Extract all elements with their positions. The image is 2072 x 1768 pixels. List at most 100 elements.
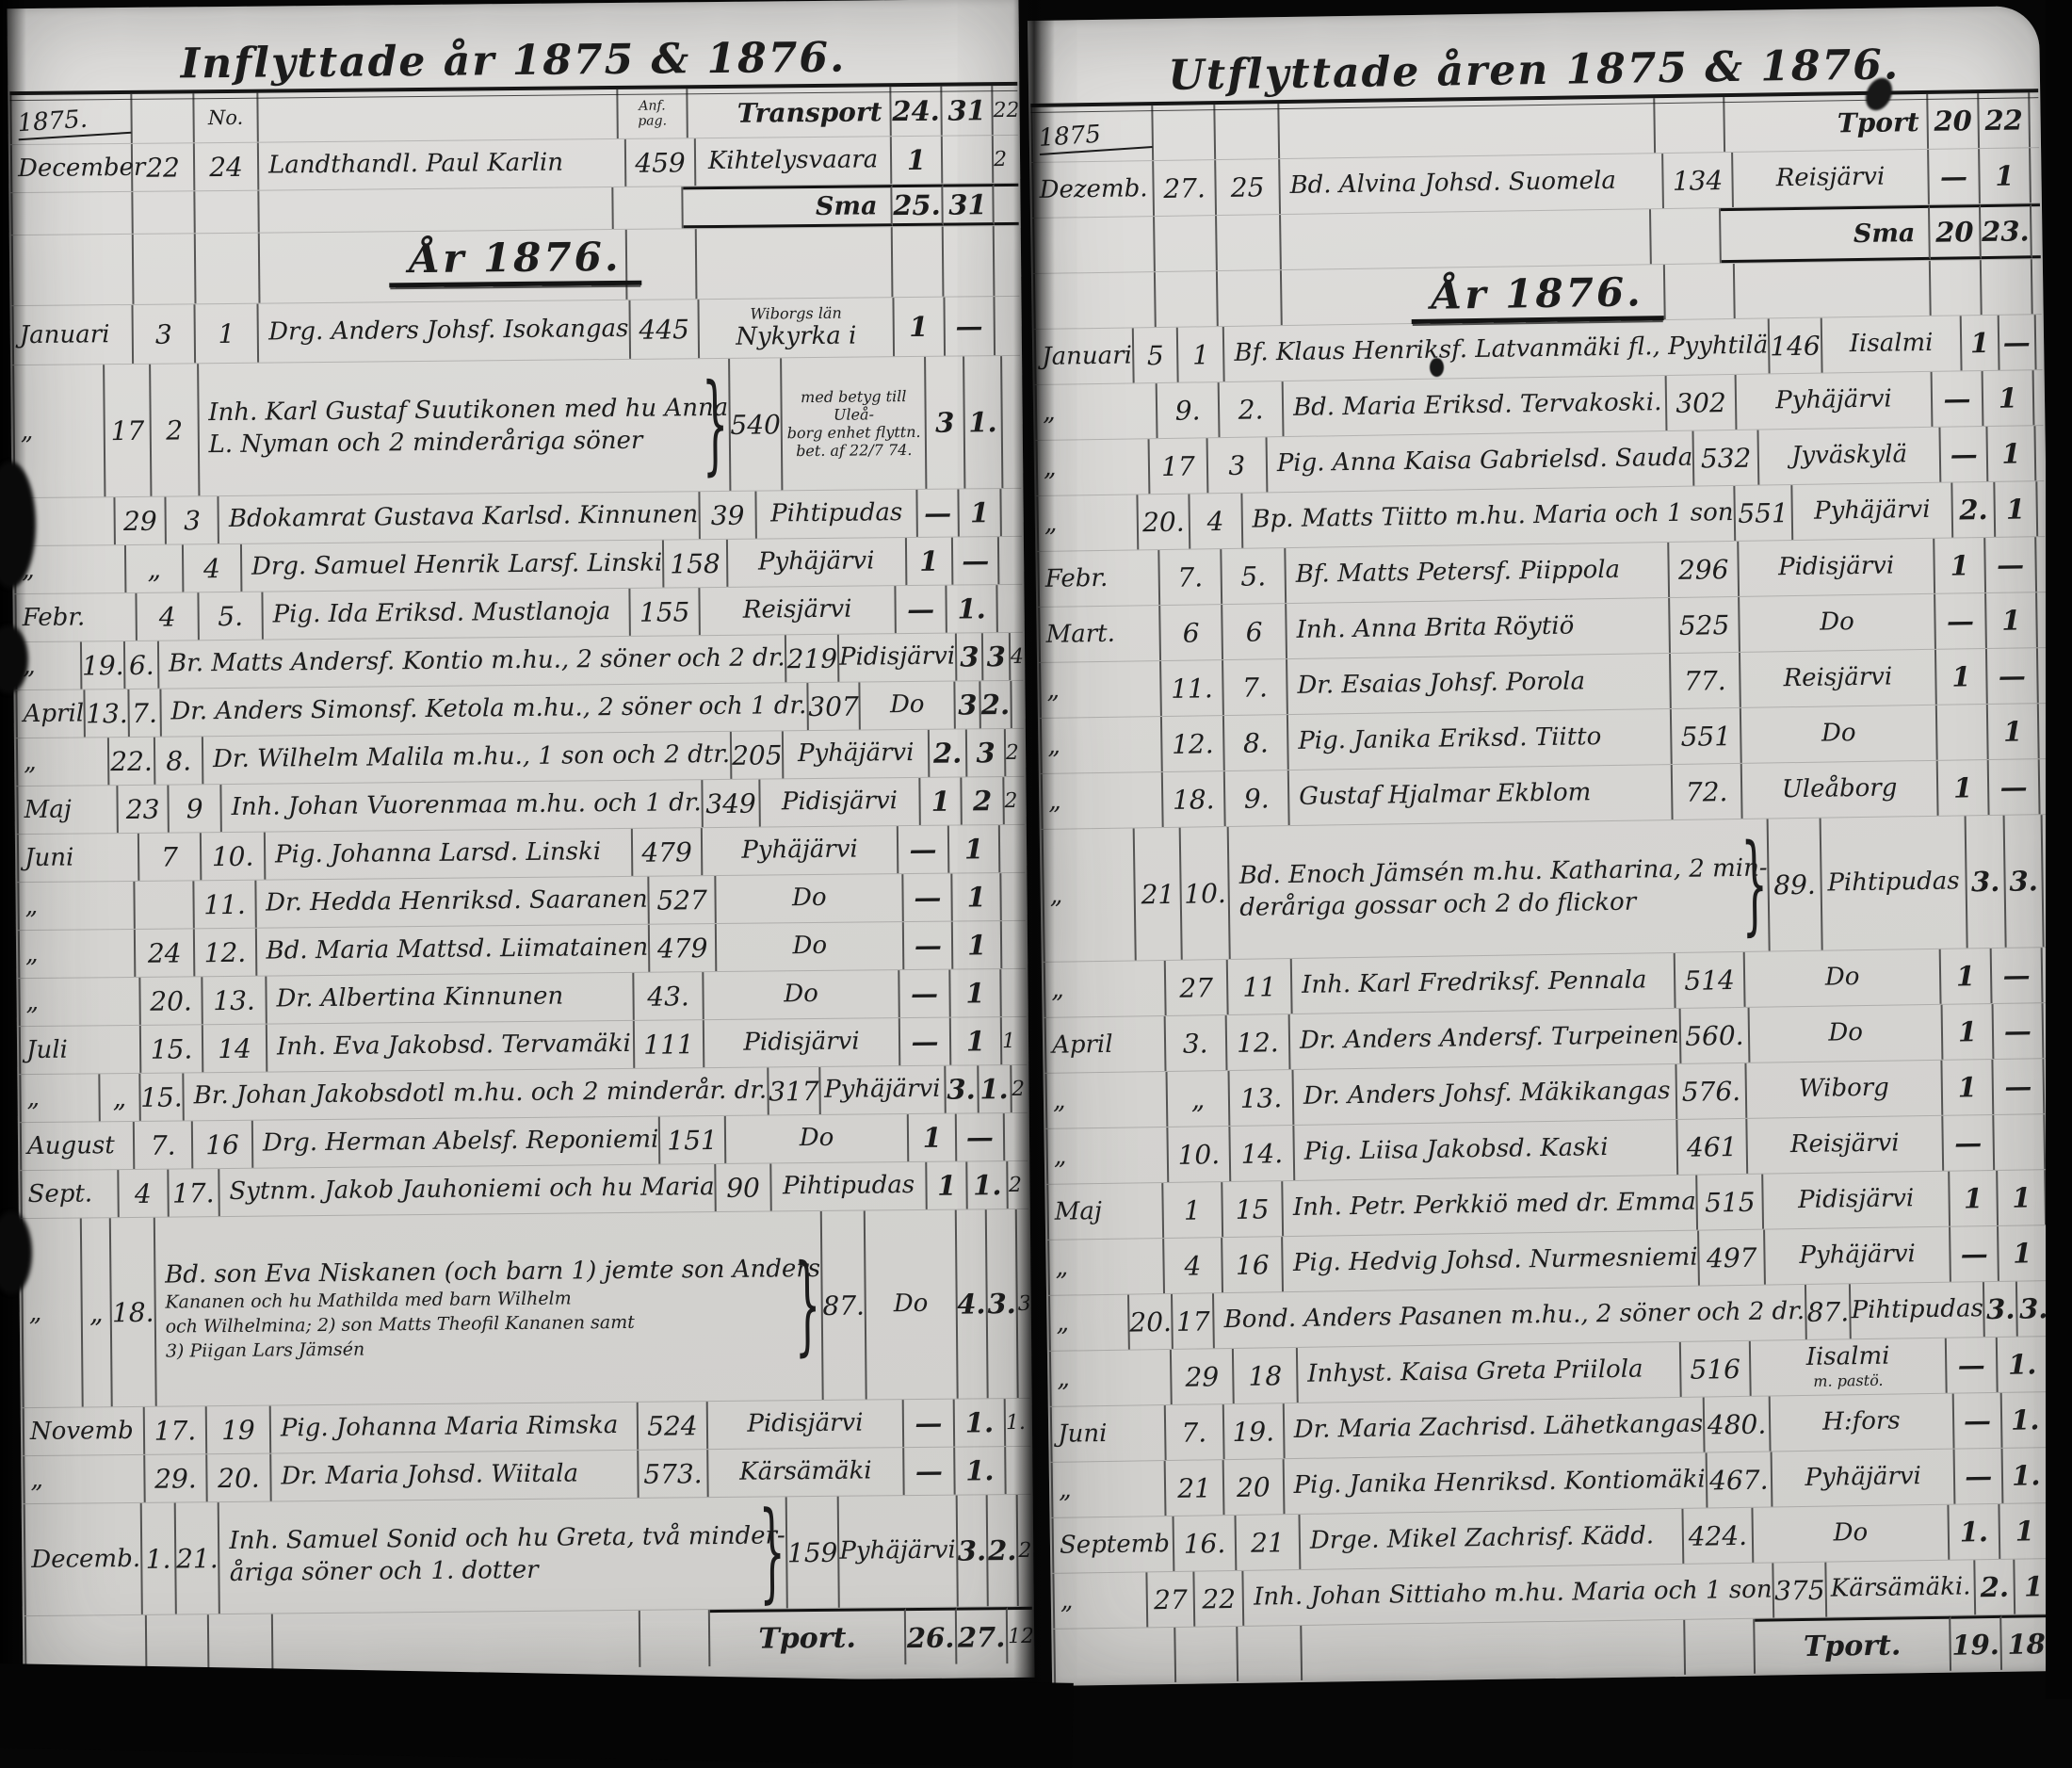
- destination-line: Pidisjärvi: [743, 1027, 860, 1057]
- cell-destination: Do: [725, 1114, 910, 1163]
- cell-blank: [272, 1610, 641, 1671]
- cell-number: 15: [1222, 1181, 1285, 1238]
- destination-line: bet. af 22/7 74.: [796, 441, 913, 461]
- cell-day: 29.: [145, 1454, 208, 1502]
- cell-destination: Pidisjärvi: [704, 1018, 901, 1068]
- binding-clamp-shadow: [0, 1211, 32, 1294]
- destination-line: Pyhäjärvi: [1775, 384, 1892, 415]
- cell-day: 18.: [1162, 771, 1226, 828]
- cell-day: 16.: [1174, 1515, 1238, 1571]
- cell-month: Febr.: [14, 592, 138, 642]
- destination-line: Uleåborg: [1781, 773, 1898, 804]
- cell-page-ref: 111: [634, 1020, 705, 1068]
- cell-name: Bd. Maria Mattsd. Liimatainen: [256, 924, 651, 976]
- cell-destination: Pyhäjärvi: [838, 1495, 959, 1608]
- cell-edge: [2036, 537, 2046, 592]
- cell-month: Juni: [16, 833, 140, 883]
- cell-females: —: [1993, 1003, 2045, 1059]
- cell-edge: [2037, 481, 2045, 536]
- destination-line: Reisjärvi: [742, 594, 852, 624]
- cell-destination: Do: [866, 1209, 959, 1400]
- cell-number: 21: [1236, 1514, 1302, 1570]
- ledger-row: Januari 3 1 Drg. Anders Johsf. Isokangas 445…: [11, 296, 1021, 366]
- cell-destination: Reisjärvi: [1740, 649, 1937, 707]
- cell-males: 1: [1934, 538, 1987, 593]
- cell-destination: Pyhäjärvi: [727, 538, 907, 587]
- cell-males: —: [1932, 371, 1984, 427]
- cell-page-ref: 576.: [1676, 1062, 1748, 1119]
- cell-males: 1.: [1949, 1503, 2001, 1560]
- cell-females: 1: [953, 921, 1003, 969]
- destination-line: m. pastö.: [1813, 1371, 1884, 1391]
- cell-edge: [2035, 426, 2044, 480]
- cell-females: 1: [1987, 704, 2040, 760]
- cell-number: 20.: [207, 1453, 272, 1502]
- ledger-table-right: 1875 Tport 20 22 Dezemb. 27. 25 Bd. Alvina …: [1030, 89, 2063, 1684]
- cell-destination: Jyväskylä: [1758, 427, 1942, 485]
- cell-day: 9.: [1157, 382, 1221, 439]
- name-line: Dr. Wilhelm Malila m.hu., 1 son och 2 dt…: [212, 739, 731, 774]
- cell-destination: Pyhäjärvi: [1772, 1449, 1956, 1507]
- summa-females: 31: [943, 184, 995, 226]
- cell-day: 4: [119, 1169, 170, 1218]
- cell-females: 1: [1999, 1503, 2052, 1559]
- cell-destination: Pyhäjärvi: [784, 729, 931, 779]
- destination-line: Pyhäjärvi: [757, 546, 875, 576]
- name-line: Pig. Ida Eriksd. Mustlanoja: [272, 597, 611, 629]
- name-line: Br. Matts Andersf. Kontio m.hu., 2 söner…: [168, 643, 785, 678]
- cell-number: 21.: [175, 1502, 221, 1614]
- cell-number: 2.: [1219, 381, 1285, 438]
- cell-females: [1994, 1114, 2047, 1170]
- name-line: Drge. Mikel Zachrisf. Kädd.: [1309, 1521, 1655, 1555]
- cell-destination: Do: [860, 681, 957, 730]
- name-line: deråriga gossar och 2 do flickor: [1239, 887, 1637, 922]
- destination-line: Nykyrka i: [736, 321, 857, 351]
- name-line: 3) Piigan Lars Jämsén: [165, 1338, 365, 1362]
- cell-name: Sytnm. Jakob Jauhoniemi och hu Maria: [219, 1164, 717, 1217]
- cell-females: 1.: [967, 1161, 1010, 1209]
- transport-label: Tport: [1724, 93, 1930, 153]
- cell-name: Pig. Ida Eriksd. Mustlanoja: [263, 588, 631, 640]
- cell-name: Landthandl. Paul Karlin: [258, 138, 627, 190]
- destination-line: Iisalmi: [1849, 328, 1934, 359]
- summa-males: 25.: [892, 184, 944, 227]
- cell-blank: [146, 1614, 210, 1672]
- cell-destination: Iisalmi m. pastö.: [1750, 1338, 1948, 1396]
- cell-females: 1.: [978, 1065, 1012, 1113]
- destination-line: Pidisjärvi: [1797, 1184, 1915, 1215]
- cell-day: 17.: [144, 1406, 208, 1454]
- cell-destination: Reisjärvi: [1733, 149, 1930, 207]
- cell-month: Sept.: [20, 1170, 120, 1219]
- cell-day: „: [126, 544, 185, 593]
- cell-number: 19: [206, 1405, 272, 1454]
- footer-transport-label: Tport.: [1755, 1615, 1952, 1674]
- cell-number: 7.: [129, 689, 162, 737]
- cell-destination: Pihtipudas: [771, 1161, 928, 1211]
- cell-number: 5.: [1222, 548, 1287, 605]
- cell-day: 15.: [140, 1025, 204, 1073]
- cell-name: Dr. Anders Simonsf. Ketola m.hu., 2 söne…: [161, 683, 809, 737]
- name-line: Dr. Maria Johsd. Wiitala: [281, 1459, 579, 1491]
- cell-males: 1: [909, 1113, 958, 1162]
- year-label: 1875: [1037, 116, 1153, 155]
- cell-destination: Do: [704, 970, 900, 1020]
- cell-page-ref: 72.: [1672, 763, 1743, 819]
- cell-females: 3.: [2004, 815, 2045, 948]
- cell-edge: [2031, 148, 2040, 203]
- cell-month: „: [23, 1454, 146, 1504]
- cell-males: 1: [1935, 649, 1988, 705]
- cell-month: „: [1045, 1127, 1170, 1184]
- name-line: Inh. Karl Fredriksf. Pennala: [1301, 965, 1647, 999]
- cell-day: „: [1167, 1071, 1231, 1127]
- cell-males: —: [1951, 1225, 2000, 1282]
- cell-blank: [1281, 209, 1652, 270]
- cell-page-ref: 551: [1671, 707, 1742, 764]
- cell-day: 4: [137, 592, 200, 641]
- cell-page-ref: 480.: [1704, 1396, 1772, 1452]
- cell-name-header: [258, 89, 619, 142]
- cell-page-ref: 39: [699, 491, 758, 540]
- cell-females: —: [952, 537, 1000, 585]
- cell-page-ref: 375: [1773, 1562, 1828, 1618]
- cell-day: 20.: [1128, 1293, 1174, 1350]
- name-line: Landthandl. Paul Karlin: [267, 148, 564, 180]
